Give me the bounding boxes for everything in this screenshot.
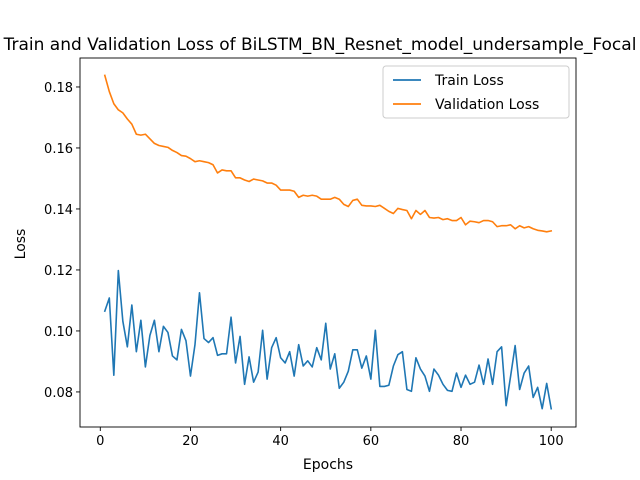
- y-tick-label: 0.12: [44, 264, 73, 279]
- x-axis-ticks: 0 20 40 60 80 100: [96, 427, 564, 449]
- x-tick-label: 0: [96, 434, 104, 449]
- plot-frame: [79, 57, 577, 428]
- y-axis-ticks: 0.08 0.10 0.12 0.14 0.16 0.18: [44, 81, 80, 401]
- legend-label-1: Validation Loss: [435, 97, 539, 113]
- legend-label-0: Train Loss: [434, 73, 504, 89]
- y-tick-label: 0.14: [44, 203, 73, 218]
- x-tick-label: 40: [272, 434, 289, 449]
- y-tick-label: 0.16: [44, 142, 73, 157]
- x-tick-label: 100: [539, 434, 564, 449]
- series-line-0: [103, 269, 553, 410]
- plot-area: [79, 57, 577, 428]
- y-tick-label: 0.08: [44, 386, 73, 401]
- y-axis-label: Loss: [13, 229, 29, 260]
- x-tick-label: 60: [363, 434, 380, 449]
- x-tick-label: 20: [182, 434, 199, 449]
- legend: Train Loss Validation Loss: [382, 65, 570, 119]
- y-tick-label: 0.18: [44, 81, 73, 96]
- legend-box: [382, 65, 570, 119]
- x-tick-label: 80: [453, 434, 470, 449]
- chart-title: Train and Validation Loss of BiLSTM_BN_R…: [3, 35, 637, 55]
- series-line-1: [103, 74, 553, 233]
- x-axis-label: Epochs: [303, 457, 353, 473]
- y-tick-label: 0.10: [44, 325, 73, 340]
